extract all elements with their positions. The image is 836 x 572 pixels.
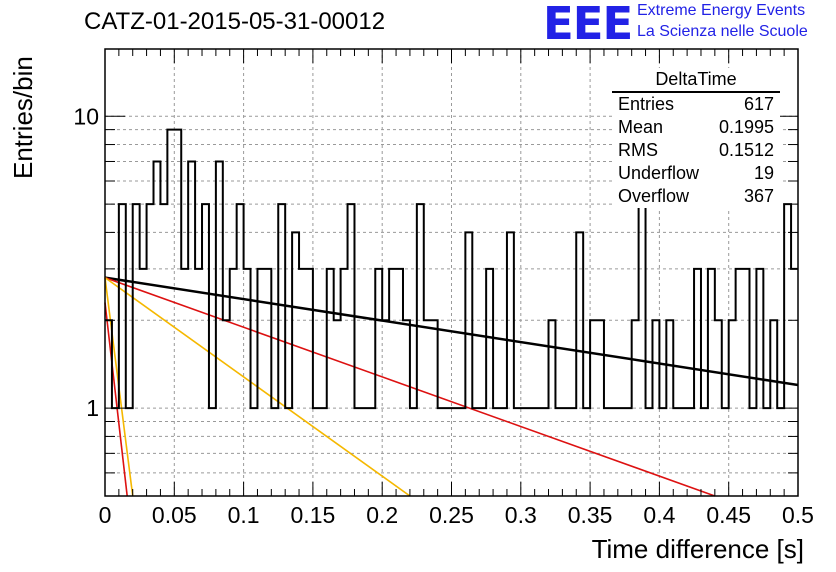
x-tick-label: 0 — [99, 502, 112, 528]
axis-ticks: 0 0.05 0.1 0.15 0.2 0.25 0.3 0.35 0.4 0.45 0.5 1 10 — [73, 49, 814, 528]
stats-rows: Entries 617 Mean 0.1995 RMS 0.1512 Underflow 19… — [612, 93, 780, 208]
x-tick-label: 0.35 — [568, 502, 613, 528]
stats-label: Entries — [618, 94, 675, 114]
stats-row: Mean 0.1995 — [612, 116, 780, 139]
x-tick-label: 0.25 — [429, 502, 474, 528]
stats-value: 19 — [753, 163, 774, 183]
stats-title: DeltaTime — [612, 68, 780, 93]
fit-curve — [104, 302, 128, 497]
stats-row: Overflow 367 — [612, 185, 780, 208]
stats-label: Overflow — [618, 186, 690, 206]
y-axis-label: Entries/bin — [8, 56, 38, 179]
stats-label: Mean — [618, 117, 664, 137]
x-tick-label: 0.4 — [643, 502, 675, 528]
x-tick-label: 0.45 — [706, 502, 751, 528]
stats-label: Underflow — [618, 163, 700, 183]
logo-line-2: La Scienza nelle Scuole — [637, 23, 808, 40]
x-tick-label: 0.2 — [366, 502, 398, 528]
eee-logo: EEE — [543, 0, 633, 50]
stats-row: Entries 617 — [612, 93, 780, 116]
histogram — [105, 128, 798, 410]
stats-row: Underflow 19 — [612, 162, 780, 185]
chart-title: CATZ-01-2015-05-31-00012 — [84, 8, 386, 35]
y-tick-label: 10 — [73, 103, 99, 129]
x-tick-label: 0.1 — [228, 502, 260, 528]
fit-curve — [104, 276, 799, 387]
stats-value: 0.1512 — [718, 140, 774, 160]
stats-value: 0.1995 — [718, 117, 774, 137]
logo-line-1: Extreme Energy Events — [637, 2, 806, 19]
y-tick-label: 1 — [86, 395, 99, 421]
x-tick-label: 0.5 — [782, 502, 814, 528]
stats-label: RMS — [618, 140, 658, 160]
stats-box: DeltaTime Entries 617 Mean 0.1995 RMS 0.1512 U… — [612, 68, 780, 208]
x-tick-label: 0.3 — [505, 502, 537, 528]
stats-value: 367 — [743, 186, 774, 206]
x-tick-label: 0.05 — [152, 502, 197, 528]
x-axis-label: Time difference [s] — [591, 534, 804, 564]
x-tick-label: 0.15 — [291, 502, 336, 528]
histogram-line — [105, 128, 798, 410]
stats-value: 617 — [743, 94, 774, 114]
stats-row: RMS 0.1512 — [612, 139, 780, 162]
